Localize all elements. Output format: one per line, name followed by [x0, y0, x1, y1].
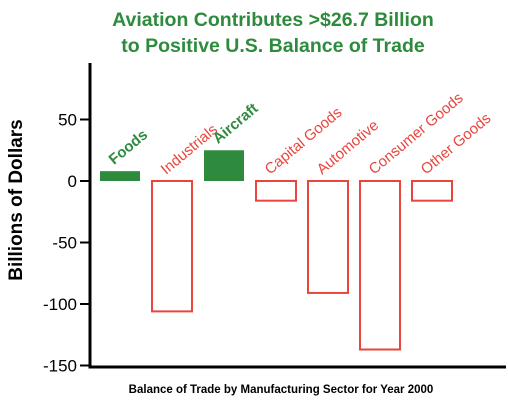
y-tick-label: -50 [52, 234, 77, 253]
y-tick-label: -150 [43, 357, 77, 376]
category-label: Foods [106, 126, 151, 168]
y-axis: 50 0 -50 -100 -150 [43, 63, 92, 376]
bar-other-goods [411, 180, 453, 202]
y-axis-label: Billions of Dollars [6, 119, 27, 281]
y-tick-label: 50 [58, 111, 77, 130]
bar-foods [100, 171, 140, 181]
bar-capital-goods [255, 180, 297, 202]
chart-title-line-1: Aviation Contributes >$26.7 Billion [112, 9, 434, 31]
bar-aircraft [204, 150, 244, 181]
x-axis-label: Balance of Trade by Manufacturing Sector… [129, 384, 434, 396]
bar-consumer-goods [359, 180, 401, 351]
category-label: Consumer Goods [366, 89, 467, 178]
bars [100, 150, 453, 351]
bar-industrials [151, 180, 193, 313]
y-tick-label: 0 [68, 172, 77, 191]
y-tick-label: -100 [43, 295, 77, 314]
category-label: Aircraft [210, 100, 262, 147]
bar-automotive [307, 180, 349, 294]
chart-title-line-2: to Positive U.S. Balance of Trade [121, 35, 425, 57]
